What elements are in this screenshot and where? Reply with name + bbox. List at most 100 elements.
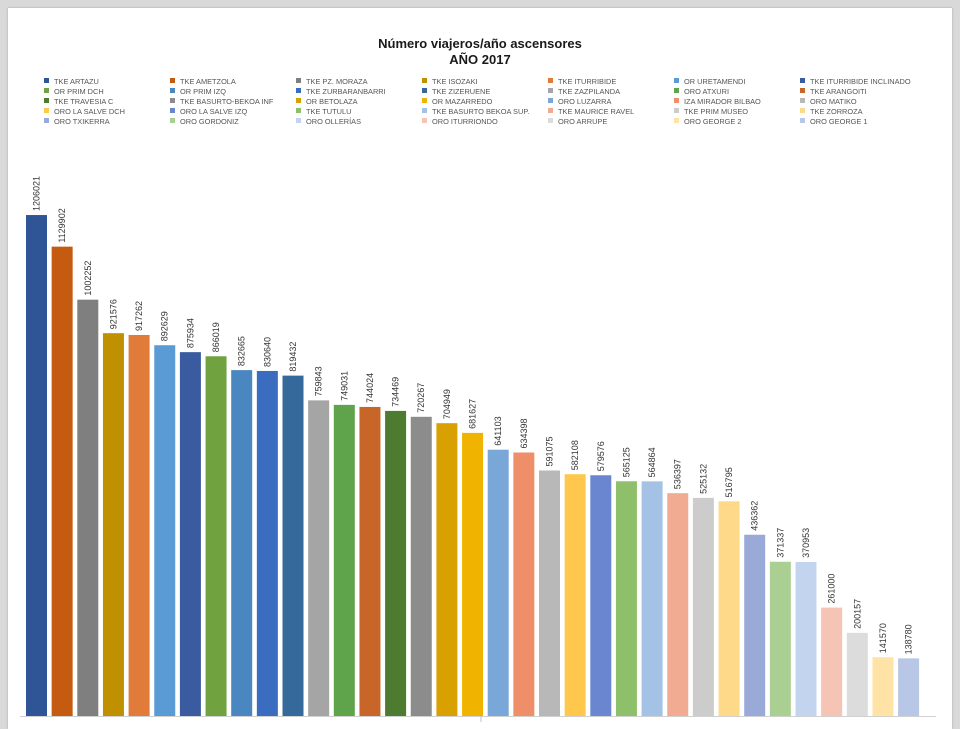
legend-label: TKE TRAVESIA C — [54, 97, 114, 106]
bar-value-label: 1002252 — [83, 261, 93, 296]
legend-label: ORO GORDONIZ — [180, 117, 239, 126]
bar — [769, 561, 791, 716]
bar-value-label: 200157 — [852, 599, 862, 629]
legend-item: ORO LA SALVE IZQ — [170, 106, 247, 117]
bar — [51, 246, 73, 716]
bar-value-label: 832665 — [237, 336, 247, 366]
legend-swatch — [296, 118, 301, 123]
bar — [359, 406, 381, 716]
legend-item: ORO LUZARRA — [548, 96, 611, 107]
legend-label: TKE ZAZPILANDA — [558, 87, 621, 96]
legend-swatch — [548, 118, 553, 123]
legend-swatch — [170, 118, 175, 123]
legend-item: ORO ITURRIONDO — [422, 116, 498, 127]
legend-swatch — [800, 88, 805, 93]
legend-item: TKE ARANGOITI — [800, 86, 867, 97]
legend-swatch — [44, 78, 49, 83]
bar-value-label: 921576 — [108, 299, 118, 329]
legend-label: ORO ATXURI — [684, 87, 730, 96]
legend-item: TKE ISOZAKI — [422, 76, 478, 87]
bar — [333, 404, 355, 716]
legend-swatch — [548, 78, 553, 83]
legend-item: OR BETOLAZA — [296, 96, 358, 107]
legend-swatch — [800, 98, 805, 103]
bar-value-label: 138780 — [904, 624, 914, 654]
bar — [872, 657, 894, 716]
legend-swatch — [422, 88, 427, 93]
bar-value-label: 564864 — [647, 447, 657, 477]
bar-value-label: 875934 — [185, 318, 195, 348]
legend-item: TKE ZORROZA — [800, 106, 863, 117]
legend-swatch — [296, 88, 301, 93]
legend-label: OR PRIM DCH — [54, 87, 104, 96]
chart-subtitle: AÑO 2017 — [449, 52, 511, 67]
bar-value-label: 744024 — [365, 373, 375, 403]
legend-item: TKE BASURTO BEKOA SUP. — [422, 106, 529, 117]
bar — [282, 375, 304, 716]
legend-swatch — [170, 88, 175, 93]
legend-item: TKE ZURBARANBARRI — [296, 86, 386, 97]
legend-swatch — [296, 78, 301, 83]
bar — [102, 333, 124, 716]
bar-value-label: 634398 — [519, 418, 529, 448]
bar — [898, 658, 920, 716]
legend-label: ORO LA SALVE IZQ — [180, 107, 248, 116]
legend-item: TKE TRAVESIA C — [44, 96, 113, 107]
bar — [128, 334, 150, 716]
bar — [410, 416, 432, 716]
bar-value-label: 579576 — [596, 441, 606, 471]
bar-value-label: 371337 — [775, 528, 785, 558]
bar — [487, 449, 509, 716]
legend-item: TKE MAURICE RAVEL — [548, 106, 634, 117]
bar-value-label: 917262 — [134, 301, 144, 331]
legend-item: TKE AMETZOLA — [170, 76, 236, 87]
legend-swatch — [170, 78, 175, 83]
legend-swatch — [800, 78, 805, 83]
bar — [564, 474, 586, 716]
bar — [308, 400, 330, 716]
legend-swatch — [296, 108, 301, 113]
bar-value-label: 704949 — [442, 389, 452, 419]
legend-swatch — [674, 98, 679, 103]
legend-item: TKE PRIM MUSEO — [674, 106, 748, 117]
bar-value-label: 759843 — [314, 366, 324, 396]
legend-item: TKE BASURTO-BEKOA INF — [170, 96, 273, 107]
bar — [179, 352, 201, 716]
legend-item: TKE ZIZERUENE — [422, 86, 490, 97]
bar-value-label: 591075 — [545, 436, 555, 466]
legend-label: ORO ARRUPE — [558, 117, 608, 126]
legend-item: ORO LA SALVE DCH — [44, 106, 125, 117]
bar-value-label: 261000 — [827, 574, 837, 604]
bar — [231, 370, 253, 716]
legend-label: TKE ARTAZU — [54, 77, 99, 86]
legend-swatch — [800, 118, 805, 123]
legend-label: TKE PZ. MORAZA — [306, 77, 368, 86]
bar-value-label: 749031 — [339, 371, 349, 401]
legend-label: OR MAZARREDO — [432, 97, 493, 106]
legend-swatch — [44, 98, 49, 103]
bar — [641, 481, 663, 716]
legend-label: TKE TUTULU — [306, 107, 352, 116]
legend-label: TKE BASURTO BEKOA SUP. — [432, 107, 530, 116]
bar-value-label: 525132 — [698, 464, 708, 494]
bar-value-label: 641103 — [493, 416, 503, 445]
legend-item: OR URETAMENDI — [674, 76, 745, 87]
bar-value-label: 681627 — [468, 399, 478, 429]
bar — [385, 410, 407, 716]
legend-label: IZA MIRADOR BILBAO — [684, 97, 761, 106]
bar — [744, 534, 766, 716]
bar — [462, 432, 484, 716]
bar-value-label: 892629 — [160, 311, 170, 341]
legend-item: TKE ITURRIBIDE INCLINADO — [800, 76, 911, 87]
legend-item: OR PRIM IZQ — [170, 86, 226, 97]
legend-swatch — [548, 98, 553, 103]
bar — [795, 561, 817, 716]
legend-label: TKE PRIM MUSEO — [684, 107, 749, 116]
bar-value-label: 866019 — [211, 322, 221, 352]
bar-value-label: 370953 — [801, 528, 811, 558]
legend-swatch — [44, 88, 49, 93]
bar-value-label: 141570 — [878, 623, 888, 653]
bar-value-label: 536397 — [673, 459, 683, 489]
legend-label: ORO OLLERÍAS — [306, 117, 362, 126]
legend-item: ORO ATXURI — [674, 86, 729, 97]
